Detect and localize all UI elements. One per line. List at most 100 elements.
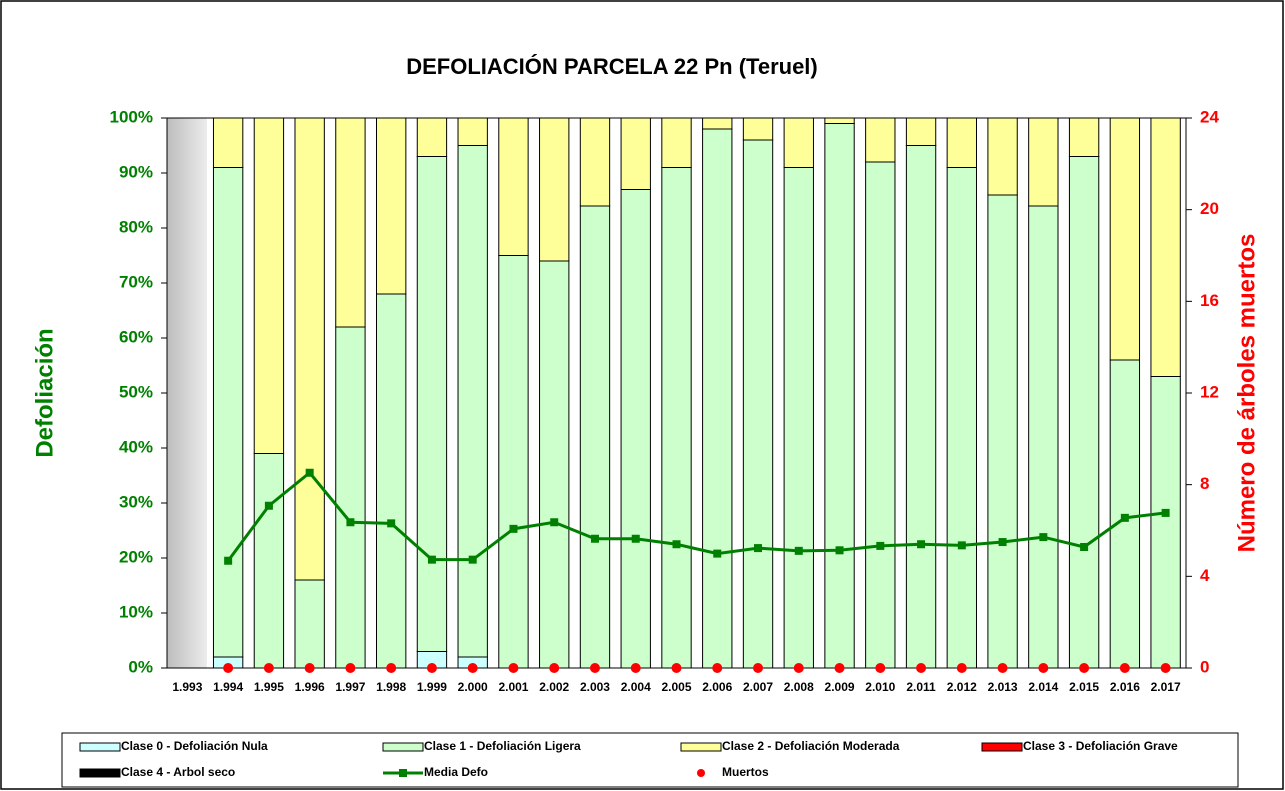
line	[226, 470, 1166, 562]
line-marker	[550, 518, 559, 527]
point	[1079, 663, 1090, 673]
line-marker	[672, 540, 681, 549]
x-tick-label: 2.014	[1028, 680, 1058, 694]
line-marker	[305, 468, 314, 477]
bar-segment	[498, 117, 529, 256]
x-tick-label: 1.993	[172, 680, 202, 694]
bar-segment	[376, 293, 407, 669]
y2-tick-label: 20	[1200, 199, 1219, 218]
line-marker	[957, 541, 966, 550]
line-marker	[346, 518, 355, 527]
x-tick-label: 1.999	[417, 680, 447, 694]
line-marker	[427, 555, 436, 564]
x-tick-label: 2.005	[661, 680, 691, 694]
legend-label: Clase 4 - Arbol seco	[121, 765, 235, 779]
line-marker	[224, 556, 233, 565]
bar-segment	[987, 117, 1018, 196]
y-tick-label: 80%	[119, 217, 153, 236]
line-marker	[835, 546, 844, 555]
y-tick-label: 90%	[119, 162, 153, 181]
bar-segment	[824, 123, 855, 669]
point	[875, 663, 886, 673]
x-tick-label: 1.998	[376, 680, 406, 694]
point	[834, 663, 845, 673]
bar-segment	[539, 117, 570, 262]
point	[753, 663, 764, 673]
bar-segment	[212, 117, 244, 168]
x-tick-label: 2.012	[947, 680, 977, 694]
y2-tick-label: 0	[1200, 657, 1209, 676]
point	[1160, 663, 1171, 673]
line-marker	[264, 501, 273, 510]
legend-label: Clase 0 - Defoliación Nula	[121, 739, 268, 753]
point	[1038, 663, 1049, 673]
bar-segment	[824, 117, 855, 124]
legend-label: Muertos	[722, 765, 769, 779]
legend-marker	[399, 769, 407, 777]
line-marker	[917, 540, 926, 549]
y2-tick-label: 16	[1200, 291, 1219, 310]
point	[916, 663, 927, 673]
y-axis-label: Defoliación	[31, 328, 58, 457]
x-tick-label: 2.009	[825, 680, 855, 694]
point	[345, 663, 356, 673]
y-tick-label: 40%	[119, 437, 153, 456]
point	[426, 663, 437, 673]
y-tick-label: 50%	[119, 382, 153, 401]
line-marker	[794, 546, 803, 555]
x-tick-label: 2.013	[988, 680, 1018, 694]
bar-segment	[620, 117, 651, 190]
bar-segment	[946, 117, 977, 168]
y2-tick-label: 24	[1200, 107, 1219, 126]
point	[508, 663, 519, 673]
point	[956, 663, 967, 673]
bar-segment	[539, 260, 570, 669]
point	[386, 663, 397, 673]
legend-swatch	[680, 742, 722, 752]
x-tick-label: 2.002	[539, 680, 569, 694]
bar-segment	[661, 117, 692, 168]
bar-segment	[335, 326, 366, 669]
bar-segment	[865, 117, 896, 163]
legend-swatch	[981, 742, 1023, 752]
legend-swatch	[79, 742, 121, 752]
bar-segment	[783, 167, 814, 669]
point	[793, 663, 804, 673]
line-marker	[1039, 533, 1048, 542]
bar-segment	[987, 194, 1018, 669]
point	[549, 663, 560, 673]
x-tick-label: 2.006	[702, 680, 732, 694]
bar-segment	[742, 139, 774, 669]
line-marker	[468, 555, 477, 564]
line-marker	[387, 519, 396, 528]
chart-title: DEFOLIACIÓN PARCELA 22 Pn (Teruel)	[406, 54, 818, 79]
bar-segment	[946, 167, 977, 669]
bar-segment	[1028, 117, 1059, 207]
bar-segment	[865, 161, 896, 669]
line-marker	[1161, 508, 1170, 517]
point	[589, 663, 600, 673]
x-tick-label: 2.007	[743, 680, 773, 694]
y-tick-label: 30%	[119, 492, 153, 511]
point	[263, 663, 274, 673]
line-marker	[509, 524, 518, 533]
x-tick-label: 1.994	[213, 680, 243, 694]
bar-segment	[212, 167, 244, 658]
bar-segment	[1068, 117, 1100, 157]
y2-tick-label: 8	[1200, 474, 1209, 493]
x-tick-label: 2.000	[458, 680, 488, 694]
legend-label: Media Defo	[424, 765, 488, 779]
bar-segment	[253, 453, 285, 669]
line-marker	[998, 538, 1007, 547]
line-marker	[876, 541, 885, 550]
bar-segment	[457, 117, 488, 146]
x-tick-label: 2.011	[906, 680, 936, 694]
bar-segment	[1109, 117, 1141, 361]
bar-segment	[253, 117, 285, 454]
bar-segment	[294, 579, 325, 669]
bar-segment	[905, 117, 937, 146]
bar-segment	[1150, 376, 1181, 669]
bar-segment	[335, 117, 366, 328]
y-tick-label: 100%	[110, 107, 153, 126]
